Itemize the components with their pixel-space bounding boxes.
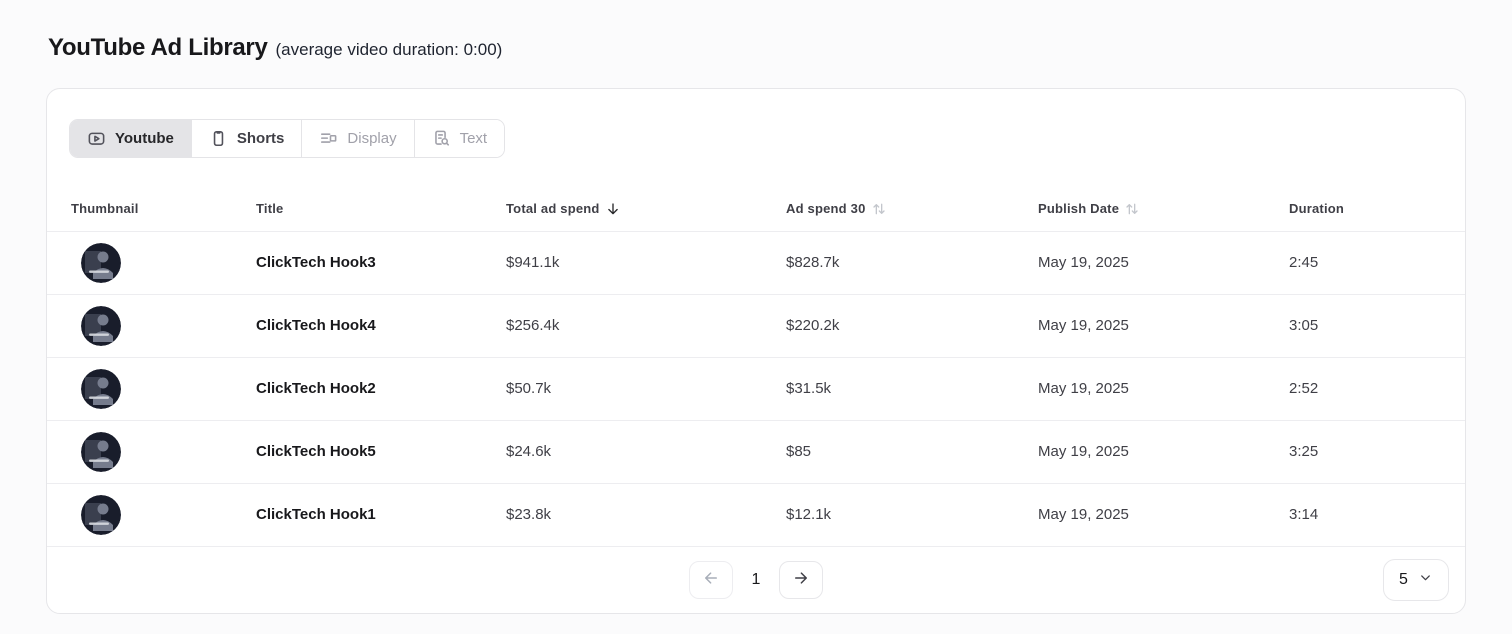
table-row[interactable]: ClickTech Hook4 $256.4k $220.2k May 19, …: [47, 294, 1465, 357]
cell-publish-date: May 19, 2025: [1038, 443, 1129, 460]
video-thumbnail[interactable]: [81, 431, 121, 472]
sort-both-icon[interactable]: [871, 201, 887, 217]
youtube-ad-library-page: YouTube Ad Library (average video durati…: [46, 34, 1466, 614]
column-header-thumbnail: Thumbnail: [47, 187, 256, 232]
tab-youtube[interactable]: Youtube: [70, 120, 192, 157]
page-size-select[interactable]: 5: [1383, 558, 1449, 601]
cell-thumbnail[interactable]: [47, 357, 256, 420]
column-header-title: Title: [256, 187, 506, 232]
cell-title: ClickTech Hook2: [256, 380, 376, 397]
tab-label: Youtube: [115, 130, 174, 147]
cell-total-ad-spend: $256.4k: [506, 317, 560, 334]
page-title: YouTube Ad Library: [48, 34, 268, 61]
video-thumbnail[interactable]: [81, 305, 121, 346]
tab-label: Text: [459, 130, 488, 147]
tab-text[interactable]: Text: [414, 120, 505, 157]
arrow-right-icon: [792, 569, 810, 590]
chevron-down-icon: [1418, 570, 1433, 590]
cell-ad-spend-30: $12.1k: [786, 506, 832, 523]
cell-duration: 3:25: [1289, 443, 1319, 460]
tab-label: Shorts: [236, 130, 285, 147]
tab-display[interactable]: Display: [302, 120, 415, 157]
cell-thumbnail[interactable]: [47, 231, 256, 294]
table-body: ClickTech Hook3 $941.1k $828.7k May 19, …: [47, 231, 1465, 546]
format-tab-group: Youtube Shorts: [69, 119, 506, 158]
cell-thumbnail[interactable]: [47, 420, 256, 483]
column-header-duration: Duration: [1289, 187, 1465, 232]
video-thumbnail[interactable]: [81, 494, 121, 535]
table-header-row: Thumbnail Title Total ad spend: [47, 187, 1465, 232]
cell-publish-date: May 19, 2025: [1038, 254, 1129, 271]
table-row[interactable]: ClickTech Hook3 $941.1k $828.7k May 19, …: [47, 231, 1465, 294]
tab-shorts[interactable]: Shorts: [191, 120, 303, 157]
page-size-value: 5: [1399, 570, 1408, 588]
cell-total-ad-spend: $24.6k: [506, 443, 552, 460]
previous-page-button[interactable]: [688, 560, 733, 599]
tab-label: Display: [347, 130, 397, 147]
next-page-button[interactable]: [779, 560, 824, 599]
sort-both-icon[interactable]: [1124, 201, 1140, 217]
ad-library-card: Youtube Shorts: [46, 88, 1466, 614]
column-header-total-ad-spend[interactable]: Total ad spend: [506, 187, 786, 232]
page-header: YouTube Ad Library (average video durati…: [46, 34, 1466, 62]
cell-publish-date: May 19, 2025: [1038, 506, 1129, 523]
column-header-ad-spend-30[interactable]: Ad spend 30: [786, 187, 1038, 232]
table-footer: 1 5: [47, 547, 1465, 614]
column-header-publish-date[interactable]: Publish Date: [1038, 187, 1289, 232]
cell-thumbnail[interactable]: [47, 294, 256, 357]
average-duration-subtitle: (average video duration: 0:00): [275, 40, 503, 59]
cell-title: ClickTech Hook4: [256, 317, 376, 334]
cell-title: ClickTech Hook5: [256, 443, 376, 460]
table-row[interactable]: ClickTech Hook1 $23.8k $12.1k May 19, 20…: [47, 483, 1465, 546]
table-row[interactable]: ClickTech Hook5 $24.6k $85 May 19, 2025 …: [47, 420, 1465, 483]
cell-duration: 2:45: [1289, 254, 1319, 271]
tabs-bar: Youtube Shorts: [47, 89, 1465, 187]
cell-title: ClickTech Hook1: [256, 506, 376, 523]
display-layout-icon: [319, 129, 338, 148]
cell-total-ad-spend: $50.7k: [506, 380, 552, 397]
cell-total-ad-spend: $941.1k: [506, 254, 560, 271]
cell-ad-spend-30: $31.5k: [786, 380, 832, 397]
ads-table-container: Thumbnail Title Total ad spend: [47, 187, 1465, 547]
cell-duration: 3:05: [1289, 317, 1319, 334]
video-thumbnail[interactable]: [81, 368, 121, 409]
video-thumbnail[interactable]: [81, 242, 121, 283]
table-row[interactable]: ClickTech Hook2 $50.7k $31.5k May 19, 20…: [47, 357, 1465, 420]
sort-descending-icon[interactable]: [605, 201, 621, 217]
cell-ad-spend-30: $220.2k: [786, 317, 840, 334]
current-page-number: 1: [751, 570, 761, 588]
cell-title: ClickTech Hook3: [256, 254, 376, 271]
phone-icon: [209, 129, 228, 148]
cell-ad-spend-30: $85: [786, 443, 812, 460]
pagination: 1: [688, 560, 824, 599]
arrow-left-icon: [702, 569, 720, 590]
cell-thumbnail[interactable]: [47, 483, 256, 546]
cell-total-ad-spend: $23.8k: [506, 506, 552, 523]
cell-publish-date: May 19, 2025: [1038, 317, 1129, 334]
ads-table: Thumbnail Title Total ad spend: [47, 187, 1465, 547]
document-search-icon: [432, 129, 451, 148]
cell-duration: 2:52: [1289, 380, 1319, 397]
cell-duration: 3:14: [1289, 506, 1319, 523]
cell-ad-spend-30: $828.7k: [786, 254, 840, 271]
youtube-play-icon: [87, 129, 106, 148]
cell-publish-date: May 19, 2025: [1038, 380, 1129, 397]
